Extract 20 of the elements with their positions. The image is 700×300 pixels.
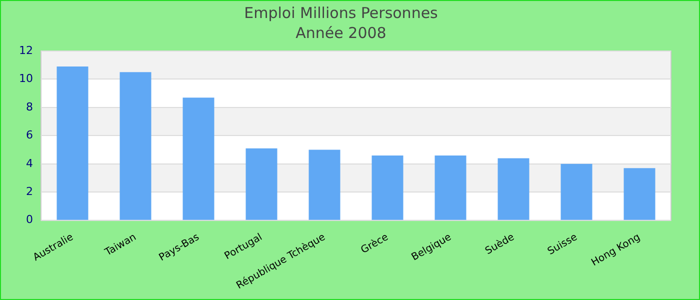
bar	[120, 72, 152, 220]
y-tick-label: 2	[26, 184, 33, 198]
y-tick-label: 0	[26, 213, 33, 226]
bar	[308, 150, 340, 220]
chart-subtitle: Année 2008	[296, 24, 386, 42]
chart-title: Emploi Millions Personnes	[244, 4, 438, 22]
x-tick-label: Hong Kong	[590, 232, 642, 269]
y-tick-label: 4	[26, 156, 33, 170]
bar	[498, 158, 530, 220]
bar	[56, 66, 88, 220]
y-tick-label: 6	[26, 128, 33, 142]
bar	[372, 155, 404, 220]
bar	[434, 155, 466, 220]
bar	[182, 98, 214, 220]
y-tick-label: 12	[18, 44, 33, 57]
bar	[624, 168, 656, 220]
bar	[246, 148, 278, 220]
y-tick-label: 10	[18, 72, 33, 86]
y-tick-label: 8	[26, 100, 33, 114]
bar	[560, 164, 592, 220]
